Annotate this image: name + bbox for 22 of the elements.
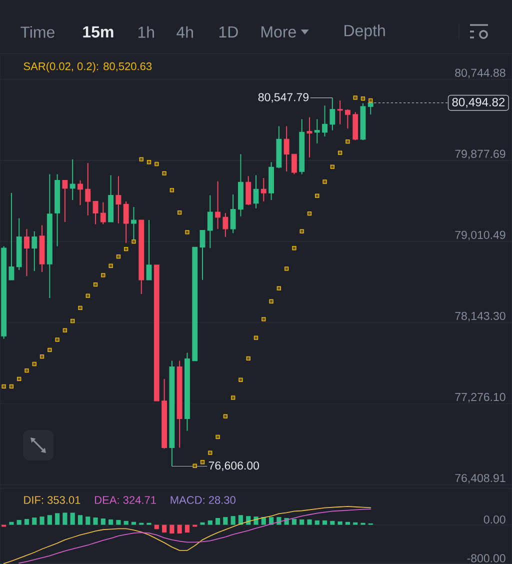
y-tick-label: -800.00 — [467, 554, 506, 562]
y-tick-label: 80,744.88 — [455, 68, 506, 78]
annotation: MACD: 28.30 — [170, 496, 236, 504]
text: 1h — [138, 26, 154, 38]
text: More — [262, 26, 296, 38]
y-tick-label: 0.00 — [484, 515, 506, 524]
y-tick-label: 79,877.69 — [455, 150, 506, 160]
text: 1D — [219, 26, 238, 38]
y-tick-label: 77,276.10 — [455, 392, 506, 402]
text: 4h — [176, 26, 193, 38]
text: DEA: 324.71 — [95, 496, 156, 504]
y-tick-label: 76,408.91 — [455, 474, 506, 484]
annotation: 80,547.79 — [258, 93, 309, 103]
annotation: 76,606.00 — [208, 461, 259, 471]
y-tick-label: 79,010.49 — [455, 230, 506, 240]
ref-line-label: 80,494.82 — [452, 98, 505, 108]
text: DIF: 353.01 — [24, 496, 80, 504]
text: Time — [20, 26, 54, 38]
text: 15m — [83, 26, 114, 38]
text: SAR(0.02, 0.2): 80,520.63 — [24, 62, 152, 72]
y-tick-label: 78,143.30 — [455, 312, 506, 322]
text: Depth — [344, 24, 385, 40]
